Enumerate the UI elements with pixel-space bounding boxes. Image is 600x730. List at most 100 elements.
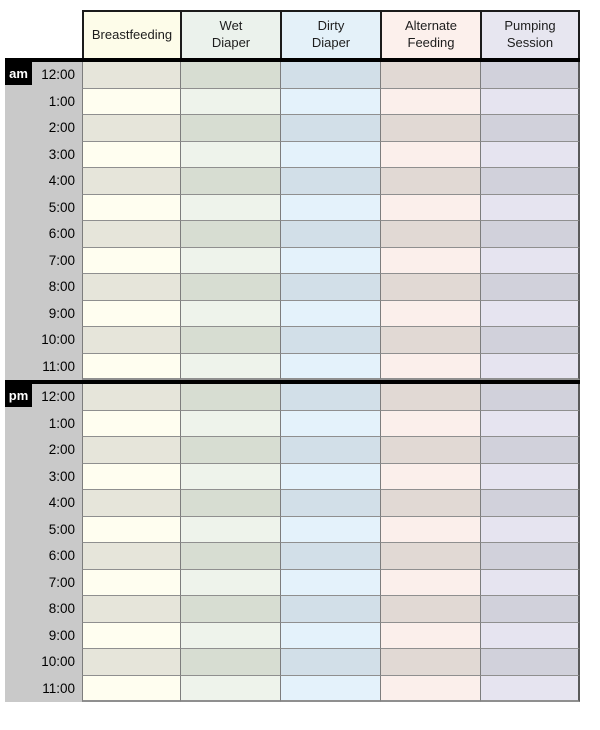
entry-cell-dirty-diaper-pm-200	[280, 437, 380, 464]
entry-cell-wet-diaper-am-600	[180, 221, 280, 248]
entry-cell-dirty-diaper-am-1100	[280, 353, 380, 380]
entry-cell-wet-diaper-am-900	[180, 300, 280, 327]
entry-cell-breastfeeding-am-100	[82, 88, 180, 115]
entry-cell-alternate-feeding-am-100	[380, 88, 480, 115]
entry-cell-wet-diaper-pm-600	[180, 543, 280, 570]
entry-cell-breastfeeding-am-1100	[82, 353, 180, 380]
entry-cell-breastfeeding-am-1000	[82, 327, 180, 354]
column-header-label: Pumping Session	[504, 18, 556, 50]
entry-cell-wet-diaper-pm-1100	[180, 675, 280, 702]
entry-cell-alternate-feeding-pm-300	[380, 463, 480, 490]
time-cell: 5:00	[5, 194, 82, 221]
time-label: 4:00	[48, 495, 75, 510]
entry-cell-wet-diaper-am-400	[180, 168, 280, 195]
time-label: 4:00	[48, 173, 75, 188]
entry-cell-dirty-diaper-pm-700	[280, 569, 380, 596]
entry-cell-wet-diaper-pm-400	[180, 490, 280, 517]
time-label: 2:00	[48, 442, 75, 457]
entry-cell-pumping-session-am-500	[480, 194, 580, 221]
entry-cell-wet-diaper-am-200	[180, 115, 280, 142]
entry-cell-dirty-diaper-am-300	[280, 141, 380, 168]
entry-cell-pumping-session-pm-100	[480, 410, 580, 437]
entry-cell-pumping-session-pm-300	[480, 463, 580, 490]
entry-cell-dirty-diaper-pm-600	[280, 543, 380, 570]
entry-cell-wet-diaper-pm-300	[180, 463, 280, 490]
entry-cell-pumping-session-pm-1200	[480, 384, 580, 411]
column-header-dirty-diaper: Dirty Diaper	[280, 10, 380, 58]
time-label: 1:00	[48, 93, 75, 109]
entry-cell-alternate-feeding-pm-100	[380, 410, 480, 437]
entry-cell-dirty-diaper-am-700	[280, 247, 380, 274]
time-cell: am 12:00	[5, 62, 82, 89]
entry-cell-breastfeeding-pm-1200	[82, 384, 180, 411]
schedule-row-pm-1000: 10:00	[5, 649, 580, 676]
entry-cell-alternate-feeding-pm-1200	[380, 384, 480, 411]
time-cell: 9:00	[5, 300, 82, 327]
entry-cell-dirty-diaper-am-800	[280, 274, 380, 301]
schedule-row-pm-300: 3:00	[5, 463, 580, 490]
entry-cell-alternate-feeding-am-900	[380, 300, 480, 327]
entry-cell-dirty-diaper-pm-1100	[280, 675, 380, 702]
entry-cell-alternate-feeding-pm-700	[380, 569, 480, 596]
entry-cell-dirty-diaper-am-900	[280, 300, 380, 327]
entry-cell-wet-diaper-am-1100	[180, 353, 280, 380]
entry-cell-wet-diaper-pm-100	[180, 410, 280, 437]
schedule-row-pm-1100: 11:00	[5, 675, 580, 702]
entry-cell-alternate-feeding-pm-1000	[380, 649, 480, 676]
time-cell: 4:00	[5, 490, 82, 517]
time-label: 3:00	[48, 146, 75, 162]
time-cell: 1:00	[5, 410, 82, 437]
entry-cell-pumping-session-am-1000	[480, 327, 580, 354]
entry-cell-breastfeeding-pm-1000	[82, 649, 180, 676]
schedule-row-am-900: 9:00	[5, 300, 580, 327]
schedule-row-am-1200: am 12:00	[5, 62, 580, 89]
schedule-row-am-300: 3:00	[5, 141, 580, 168]
entry-cell-wet-diaper-pm-800	[180, 596, 280, 623]
entry-cell-dirty-diaper-am-100	[280, 88, 380, 115]
entry-cell-pumping-session-am-1100	[480, 353, 580, 380]
entry-cell-breastfeeding-pm-500	[82, 516, 180, 543]
time-label: 11:00	[42, 358, 75, 374]
entry-cell-wet-diaper-am-300	[180, 141, 280, 168]
time-label: 11:00	[42, 680, 75, 696]
schedule-row-am-1100: 11:00	[5, 353, 580, 380]
schedule-row-pm-200: 2:00	[5, 437, 580, 464]
schedule-row-am-100: 1:00	[5, 88, 580, 115]
time-label: 7:00	[48, 574, 75, 590]
section-divider-pm	[5, 380, 580, 384]
column-header-breastfeeding: Breastfeeding	[82, 10, 180, 58]
time-label: 7:00	[48, 252, 75, 268]
entry-cell-pumping-session-pm-500	[480, 516, 580, 543]
entry-cell-alternate-feeding-am-1200	[380, 62, 480, 89]
entry-cell-breastfeeding-am-600	[82, 221, 180, 248]
schedule-row-am-700: 7:00	[5, 247, 580, 274]
entry-cell-wet-diaper-pm-1000	[180, 649, 280, 676]
entry-cell-pumping-session-am-300	[480, 141, 580, 168]
entry-cell-pumping-session-am-800	[480, 274, 580, 301]
schedule-row-pm-600: 6:00	[5, 543, 580, 570]
time-label: 5:00	[48, 521, 75, 537]
time-label: 12:00	[41, 389, 75, 404]
entry-cell-breastfeeding-am-400	[82, 168, 180, 195]
time-cell: 8:00	[5, 596, 82, 623]
entry-cell-pumping-session-am-1200	[480, 62, 580, 89]
entry-cell-pumping-session-am-400	[480, 168, 580, 195]
time-label: 2:00	[48, 120, 75, 135]
time-cell: 10:00	[5, 327, 82, 354]
entry-cell-dirty-diaper-am-500	[280, 194, 380, 221]
entry-cell-dirty-diaper-pm-1000	[280, 649, 380, 676]
entry-cell-wet-diaper-am-500	[180, 194, 280, 221]
entry-cell-alternate-feeding-am-1000	[380, 327, 480, 354]
time-cell: 2:00	[5, 437, 82, 464]
column-header-wet-diaper: Wet Diaper	[180, 10, 280, 58]
time-cell: 6:00	[5, 543, 82, 570]
entry-cell-alternate-feeding-pm-600	[380, 543, 480, 570]
time-cell: 7:00	[5, 247, 82, 274]
time-cell: 8:00	[5, 274, 82, 301]
entry-cell-dirty-diaper-pm-500	[280, 516, 380, 543]
time-cell: 9:00	[5, 622, 82, 649]
time-cell: 5:00	[5, 516, 82, 543]
schedule-row-pm-900: 9:00	[5, 622, 580, 649]
entry-cell-wet-diaper-am-1200	[180, 62, 280, 89]
